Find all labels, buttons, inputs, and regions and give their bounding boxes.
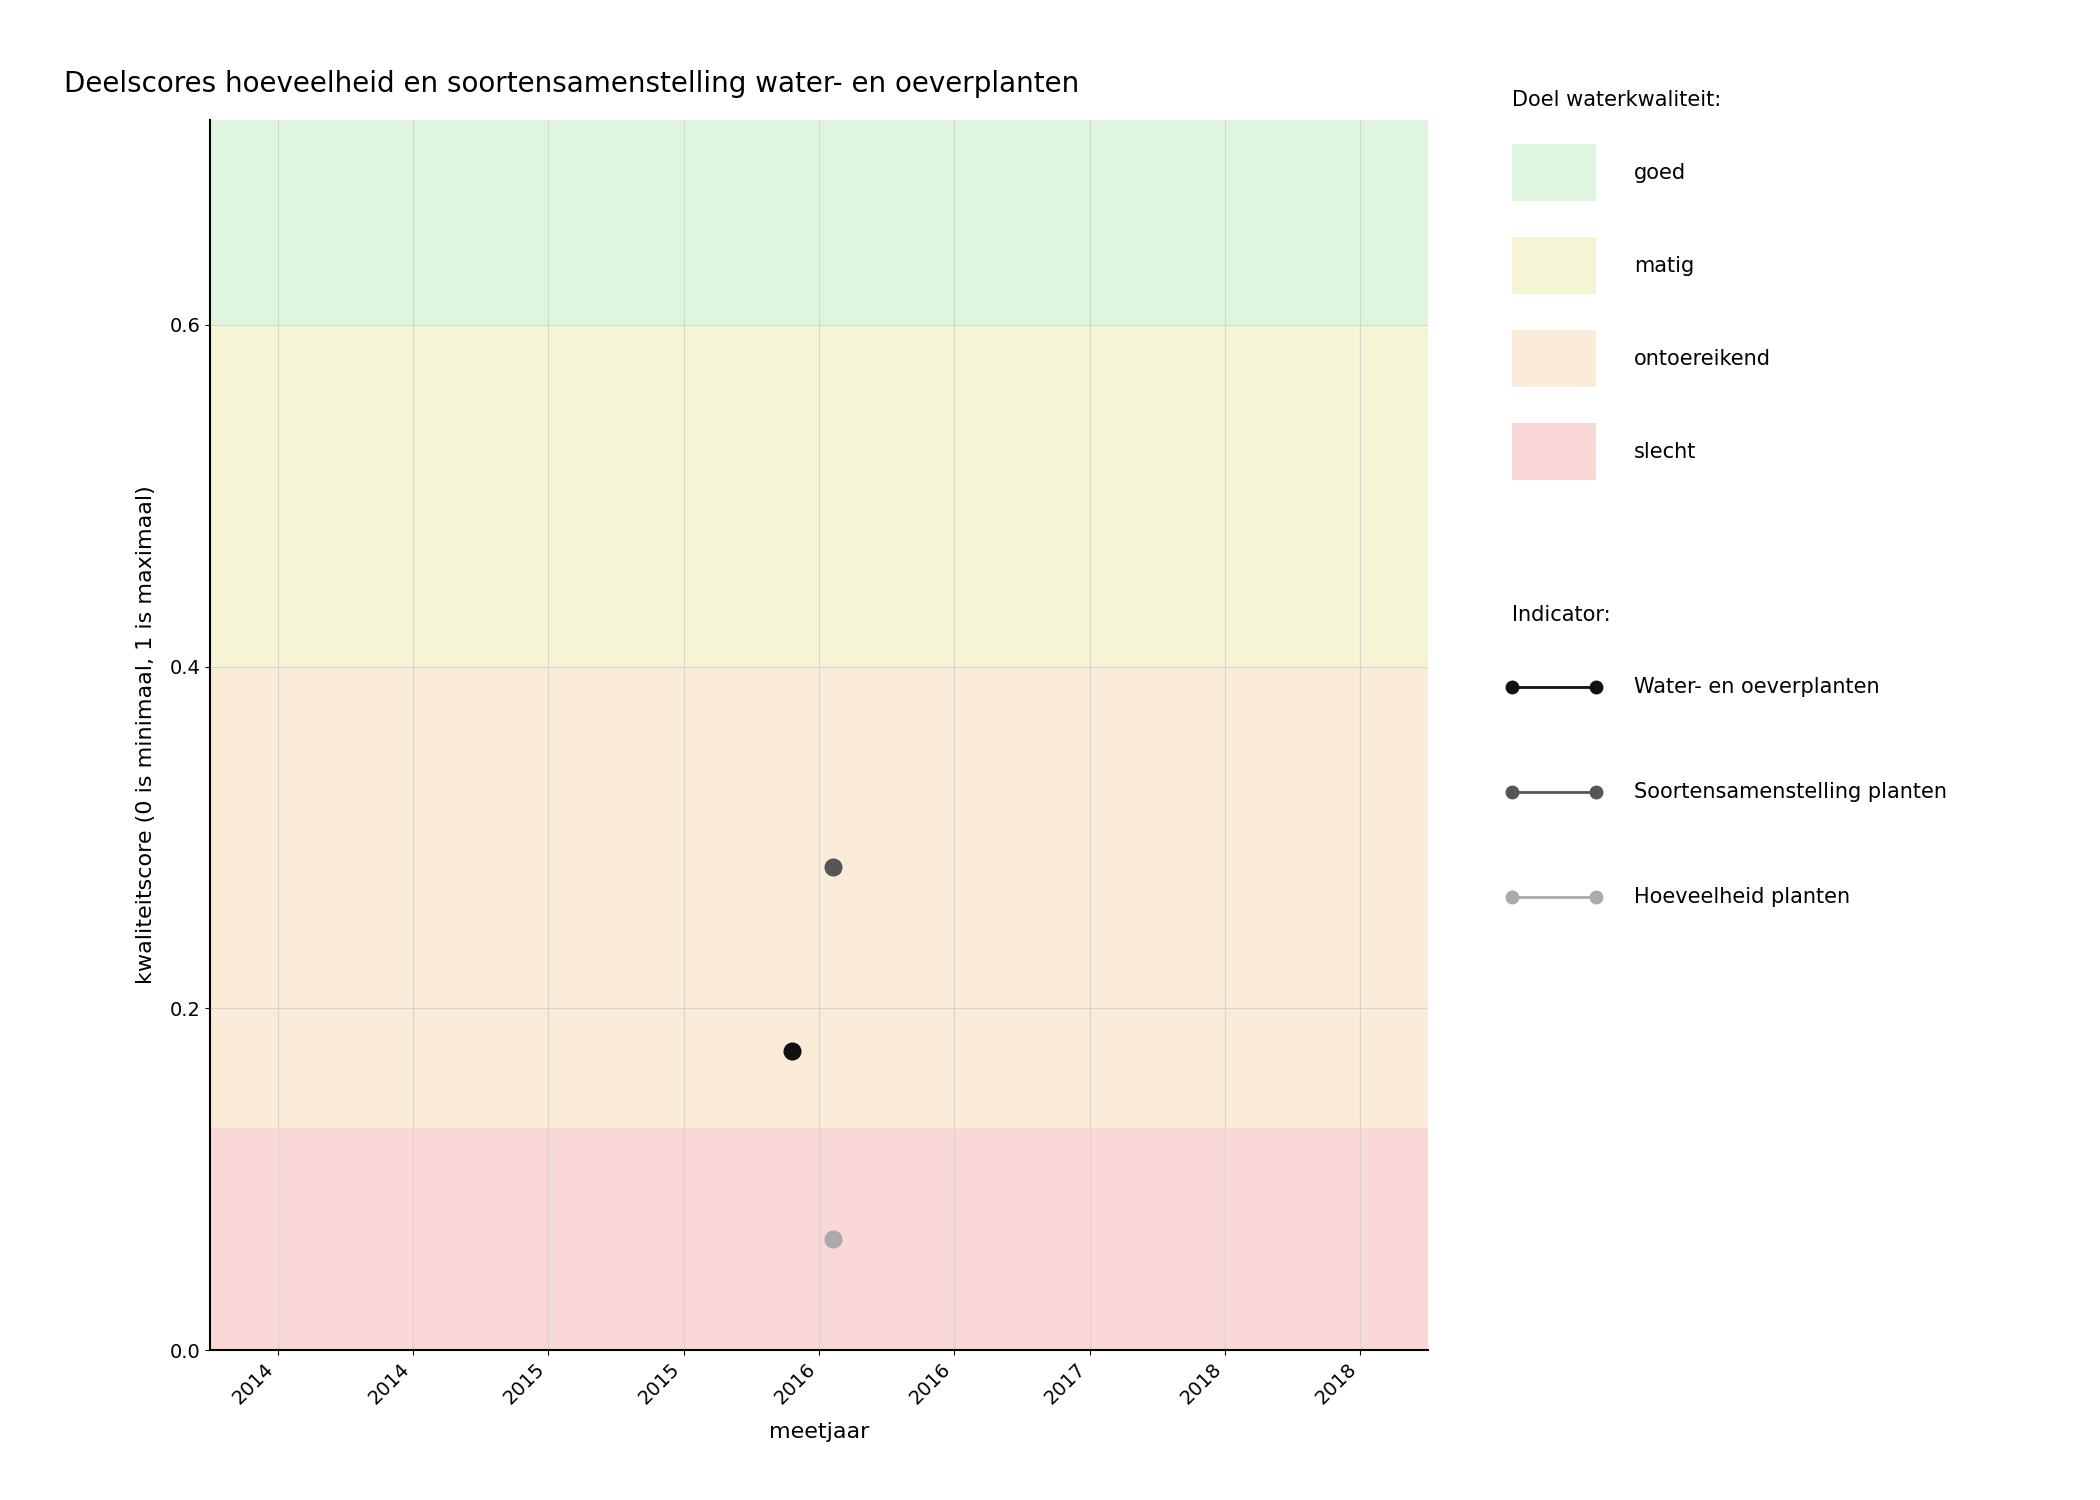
Text: Hoeveelheid planten: Hoeveelheid planten [1634, 886, 1850, 908]
Text: goed: goed [1634, 162, 1686, 183]
Bar [210, 120, 1428, 326]
Text: Water- en oeverplanten: Water- en oeverplanten [1634, 676, 1880, 698]
Text: matig: matig [1634, 255, 1695, 276]
Text: slecht: slecht [1634, 441, 1697, 462]
Text: Deelscores hoeveelheid en soortensamenstelling water- en oeverplanten: Deelscores hoeveelheid en soortensamenst… [63, 70, 1079, 98]
Bar [210, 666, 1428, 1128]
Text: Indicator:: Indicator: [1512, 604, 1611, 624]
Text: ontoereikend: ontoereikend [1634, 348, 1770, 369]
Text: Soortensamenstelling planten: Soortensamenstelling planten [1634, 782, 1947, 802]
Y-axis label: kwaliteitscore (0 is minimaal, 1 is maximaal): kwaliteitscore (0 is minimaal, 1 is maxi… [136, 486, 155, 984]
Bar [210, 326, 1428, 666]
Text: Doel waterkwaliteit:: Doel waterkwaliteit: [1512, 90, 1722, 110]
X-axis label: meetjaar: meetjaar [769, 1422, 869, 1442]
Bar [210, 1128, 1428, 1350]
